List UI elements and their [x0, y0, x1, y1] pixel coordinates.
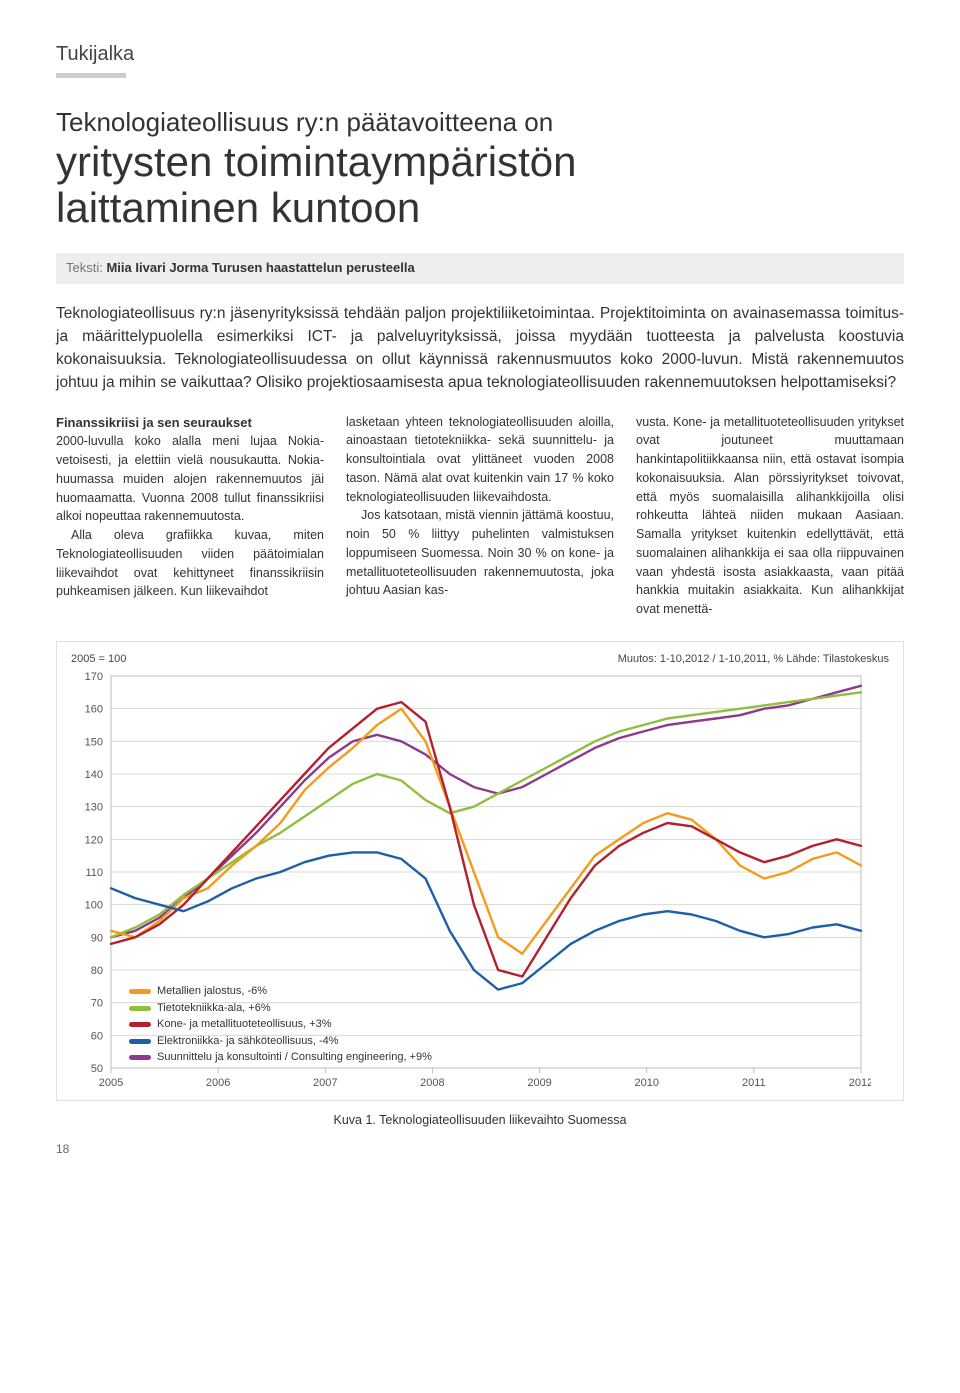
svg-text:2009: 2009	[527, 1077, 551, 1089]
legend-label-consult: Suunnittelu ja konsultointi / Consulting…	[157, 1049, 432, 1066]
headline-main-l2: laittaminen kuntoon	[56, 184, 420, 231]
legend-label-ict: Tietotekniikka-ala, +6%	[157, 1000, 271, 1017]
svg-text:150: 150	[85, 736, 103, 748]
page-number: 18	[56, 1141, 904, 1158]
legend-row-metals: Metallien jalostus, -6%	[129, 983, 432, 1000]
lead-paragraph: Teknologiateollisuus ry:n jäsenyrityksis…	[56, 302, 904, 395]
chart-area: 50 60 70 80 90 100 110 120 130 140 150 160 170 2005 20…	[71, 672, 889, 1092]
column-subhead: Finanssikriisi ja sen seuraukset	[56, 415, 252, 430]
svg-text:140: 140	[85, 769, 103, 781]
col-p2: Alla oleva grafiikka kuvaa, miten Teknol…	[56, 526, 324, 601]
legend-row-machinery: Kone- ja metallituoteteollisuus, +3%	[129, 1016, 432, 1033]
svg-text:80: 80	[91, 965, 103, 977]
col-p4: Jos katsotaan, mistä viennin jättämä koo…	[346, 506, 614, 600]
chart-source-label: Muutos: 1-10,2012 / 1-10,2011, % Lähde: …	[618, 652, 889, 668]
svg-text:2006: 2006	[206, 1077, 230, 1089]
legend-label-elec: Elektroniikka- ja sähköteollisuus, -4%	[157, 1033, 339, 1050]
chart-legend: Metallien jalostus, -6% Tietotekniikka-a…	[129, 983, 432, 1066]
svg-text:110: 110	[85, 867, 103, 879]
svg-text:2010: 2010	[634, 1077, 658, 1089]
svg-text:60: 60	[91, 1030, 103, 1042]
legend-swatch-machinery	[129, 1022, 151, 1027]
svg-text:160: 160	[85, 704, 103, 716]
svg-text:130: 130	[85, 802, 103, 814]
legend-row-elec: Elektroniikka- ja sähköteollisuus, -4%	[129, 1033, 432, 1050]
svg-text:50: 50	[91, 1063, 103, 1075]
chart-header: 2005 = 100 Muutos: 1-10,2012 / 1-10,2011…	[71, 652, 889, 668]
legend-row-ict: Tietotekniikka-ala, +6%	[129, 1000, 432, 1017]
chart-caption: Kuva 1. Teknologiateollisuuden liikevaih…	[56, 1111, 904, 1129]
chart-container: 2005 = 100 Muutos: 1-10,2012 / 1-10,2011…	[56, 641, 904, 1101]
body-columns: Finanssikriisi ja sen seuraukset 2000-lu…	[56, 413, 904, 619]
svg-text:2007: 2007	[313, 1077, 337, 1089]
chart-index-label: 2005 = 100	[71, 652, 126, 668]
section-tag: Tukijalka	[56, 40, 904, 69]
section-rule	[56, 73, 126, 78]
col-p5: vusta. Kone- ja metallituoteteollisuuden…	[636, 413, 904, 619]
svg-text:120: 120	[85, 834, 103, 846]
legend-swatch-consult	[129, 1055, 151, 1060]
byline-bar: Teksti: Miia Iivari Jorma Turusen haasta…	[56, 253, 904, 284]
byline-author: Miia Iivari Jorma Turusen haastattelun p…	[106, 260, 414, 275]
headline-main: yritysten toimintaympäristön laittaminen…	[56, 139, 904, 231]
svg-text:2011: 2011	[742, 1077, 766, 1089]
svg-text:2012: 2012	[849, 1077, 871, 1089]
col-p3: lasketaan yhteen teknologiateollisuuden …	[346, 413, 614, 507]
legend-label-machinery: Kone- ja metallituoteteollisuus, +3%	[157, 1016, 332, 1033]
svg-text:70: 70	[91, 998, 103, 1010]
legend-swatch-metals	[129, 989, 151, 994]
legend-swatch-elec	[129, 1039, 151, 1044]
headline-intro: Teknologiateollisuus ry:n päätavoitteena…	[56, 106, 904, 139]
legend-label-metals: Metallien jalostus, -6%	[157, 983, 267, 1000]
svg-text:170: 170	[85, 672, 103, 683]
svg-text:2005: 2005	[99, 1077, 123, 1089]
svg-text:100: 100	[85, 900, 103, 912]
col-p1: 2000-luvulla koko alalla meni lujaa Noki…	[56, 434, 324, 523]
svg-text:2008: 2008	[420, 1077, 444, 1089]
svg-text:90: 90	[91, 932, 103, 944]
legend-row-consult: Suunnittelu ja konsultointi / Consulting…	[129, 1049, 432, 1066]
headline-main-l1: yritysten toimintaympäristön	[56, 138, 577, 185]
legend-swatch-ict	[129, 1006, 151, 1011]
byline-label: Teksti:	[66, 260, 106, 275]
